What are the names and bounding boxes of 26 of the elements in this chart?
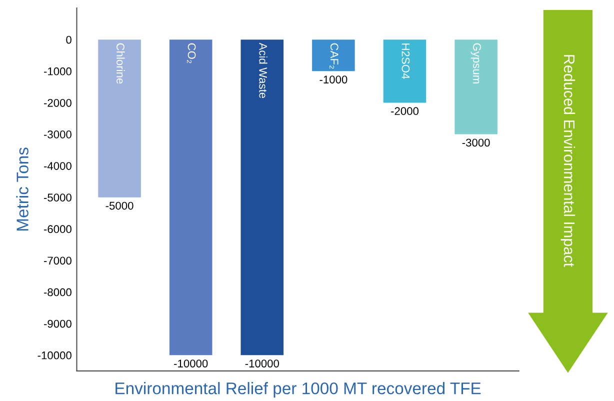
y-tick-label: -10000: [38, 351, 72, 360]
data-label: -10000: [245, 360, 280, 368]
x-tick-label: CAF₂: [330, 43, 338, 69]
x-tick-label: Gypsum: [470, 43, 481, 84]
y-axis-title: Metric Tons: [16, 148, 28, 231]
x-tick-label: H2SO4: [402, 44, 410, 79]
y-tick-label: -1000: [44, 67, 72, 76]
text: Reduced Environmental Impact: [560, 55, 576, 267]
y-tick-label: -5000: [44, 194, 72, 202]
data-label: -5000: [106, 202, 134, 210]
y-tick-label: -2000: [44, 98, 72, 107]
y-tick-label: -7000: [44, 256, 72, 265]
x-tick-label: Acid Waste: [259, 42, 268, 98]
x-tick-label: Chlorine: [116, 43, 125, 84]
data-label: -10000: [174, 360, 208, 368]
x-axis-title: Environmental Relief per 1000 MT recovered TFE: [116, 382, 481, 398]
y-tick-label: -8000: [44, 288, 72, 296]
y-tick-label: -6000: [44, 225, 72, 234]
y-tick-label: -4000: [44, 162, 72, 170]
data-label: -2000: [391, 107, 419, 116]
y-tick-label: -9000: [44, 320, 72, 328]
data-label: -1000: [320, 76, 348, 84]
y-tick-label: 0: [66, 36, 72, 44]
x-tick-label: CO₂: [187, 43, 196, 64]
y-tick-label: -3000: [44, 130, 72, 138]
data-label: -3000: [462, 138, 490, 147]
